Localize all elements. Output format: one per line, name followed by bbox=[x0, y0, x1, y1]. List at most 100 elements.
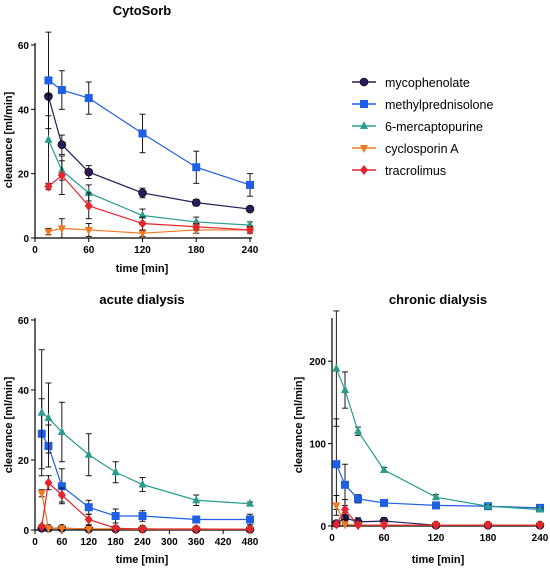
y-tick-label: 200 bbox=[309, 357, 326, 368]
y-tick-label: 40 bbox=[18, 386, 30, 397]
data-point bbox=[44, 228, 53, 237]
data-point bbox=[246, 524, 254, 535]
legend-marker bbox=[360, 121, 368, 129]
data-point bbox=[536, 504, 544, 513]
data-point bbox=[138, 129, 147, 138]
data-point bbox=[57, 482, 66, 491]
data-point bbox=[246, 498, 254, 507]
data-point bbox=[84, 200, 93, 211]
series-mycophenolate bbox=[44, 76, 255, 214]
data-point bbox=[191, 198, 201, 207]
data-point bbox=[332, 519, 341, 530]
legend-label: tracrolimus bbox=[385, 164, 446, 178]
data-point bbox=[341, 521, 349, 530]
data-point bbox=[111, 523, 120, 534]
series-line bbox=[335, 463, 541, 509]
y-tick-label: 100 bbox=[309, 440, 326, 451]
data-point bbox=[84, 226, 93, 235]
series-line bbox=[47, 139, 251, 226]
series-line bbox=[335, 368, 541, 511]
y-tick-label: 0 bbox=[23, 526, 29, 537]
cytosorb-x-axis-label: time [min] bbox=[116, 263, 169, 275]
x-tick-label: 360 bbox=[188, 537, 205, 548]
data-point bbox=[44, 413, 53, 421]
data-point bbox=[246, 180, 254, 189]
legend-label: 6-mercaptopurine bbox=[385, 120, 483, 134]
x-tick-label: 180 bbox=[107, 537, 124, 548]
x-tick-label: 120 bbox=[428, 533, 445, 544]
data-point bbox=[332, 363, 341, 372]
y-tick-label: 0 bbox=[23, 234, 29, 245]
series-methylprednisolone bbox=[44, 31, 254, 197]
data-point bbox=[138, 523, 147, 534]
data-point bbox=[192, 495, 201, 504]
data-point bbox=[536, 520, 544, 531]
data-point bbox=[138, 210, 147, 219]
series-line bbox=[41, 433, 250, 521]
x-tick-label: 120 bbox=[80, 537, 97, 548]
series-methylprednisolone bbox=[37, 398, 254, 526]
legend-marker bbox=[360, 165, 368, 175]
chronic-dialysis-panel: chronic dialysis clearance [ml/min] time… bbox=[293, 292, 549, 566]
series-line bbox=[47, 96, 251, 210]
series-line bbox=[48, 174, 251, 231]
data-point bbox=[432, 492, 440, 501]
data-point bbox=[354, 494, 362, 503]
data-point bbox=[84, 525, 93, 534]
series-tracrolimus bbox=[332, 499, 544, 531]
legend: mycophenolate methylprednisolone 6-mercapt… bbox=[352, 76, 493, 178]
series-6-mercaptopurine bbox=[332, 310, 544, 513]
x-tick-label: 240 bbox=[134, 537, 151, 548]
data-point bbox=[245, 204, 255, 214]
data-point bbox=[380, 498, 388, 507]
data-point bbox=[138, 230, 147, 239]
data-point bbox=[84, 187, 93, 196]
legend-label: cyclosporin A bbox=[385, 142, 459, 156]
x-tick-label: 420 bbox=[215, 537, 232, 548]
data-point bbox=[84, 503, 93, 512]
data-point bbox=[380, 520, 388, 531]
data-point bbox=[246, 220, 254, 229]
data-point bbox=[341, 504, 349, 515]
data-point bbox=[57, 490, 66, 500]
acute-dialysis-x-axis-label: time [min] bbox=[116, 554, 169, 566]
data-point bbox=[332, 460, 341, 469]
data-point bbox=[246, 224, 254, 235]
x-tick-label: 0 bbox=[329, 533, 335, 544]
data-point bbox=[37, 407, 46, 416]
series-tracrolimus bbox=[37, 475, 254, 535]
chronic-dialysis-title: chronic dialysis bbox=[389, 292, 487, 307]
data-point bbox=[57, 140, 67, 150]
series-line bbox=[48, 79, 251, 186]
chronic-dialysis-y-axis-label: clearance [ml/min] bbox=[293, 376, 305, 473]
data-point bbox=[138, 188, 147, 198]
cytosorb-title: CytoSorb bbox=[113, 3, 172, 18]
x-tick-label: 180 bbox=[480, 533, 497, 544]
data-point bbox=[37, 521, 46, 532]
acute-dialysis-panel: acute dialysis clearance [ml/min] time [… bbox=[3, 292, 259, 566]
data-point bbox=[341, 480, 349, 489]
data-point bbox=[192, 221, 201, 232]
data-point bbox=[44, 525, 53, 534]
data-point bbox=[354, 520, 362, 531]
series-line bbox=[48, 227, 250, 234]
data-point bbox=[84, 94, 93, 103]
data-point bbox=[332, 502, 341, 511]
data-point bbox=[111, 467, 120, 476]
data-point bbox=[246, 515, 254, 524]
legend-marker bbox=[360, 145, 368, 153]
legend-label: methylprednisolone bbox=[385, 98, 493, 112]
legend-label: mycophenolate bbox=[385, 76, 470, 90]
data-point bbox=[380, 464, 388, 473]
data-point bbox=[37, 490, 46, 499]
x-tick-label: 120 bbox=[134, 245, 151, 256]
series-line bbox=[41, 481, 251, 530]
acute-dialysis-title: acute dialysis bbox=[99, 292, 184, 307]
y-tick-label: 40 bbox=[18, 105, 30, 116]
series-line bbox=[41, 412, 251, 505]
data-point bbox=[484, 501, 492, 510]
data-point bbox=[44, 477, 53, 488]
data-point bbox=[57, 427, 66, 435]
data-point bbox=[44, 134, 53, 143]
data-point bbox=[111, 512, 120, 520]
